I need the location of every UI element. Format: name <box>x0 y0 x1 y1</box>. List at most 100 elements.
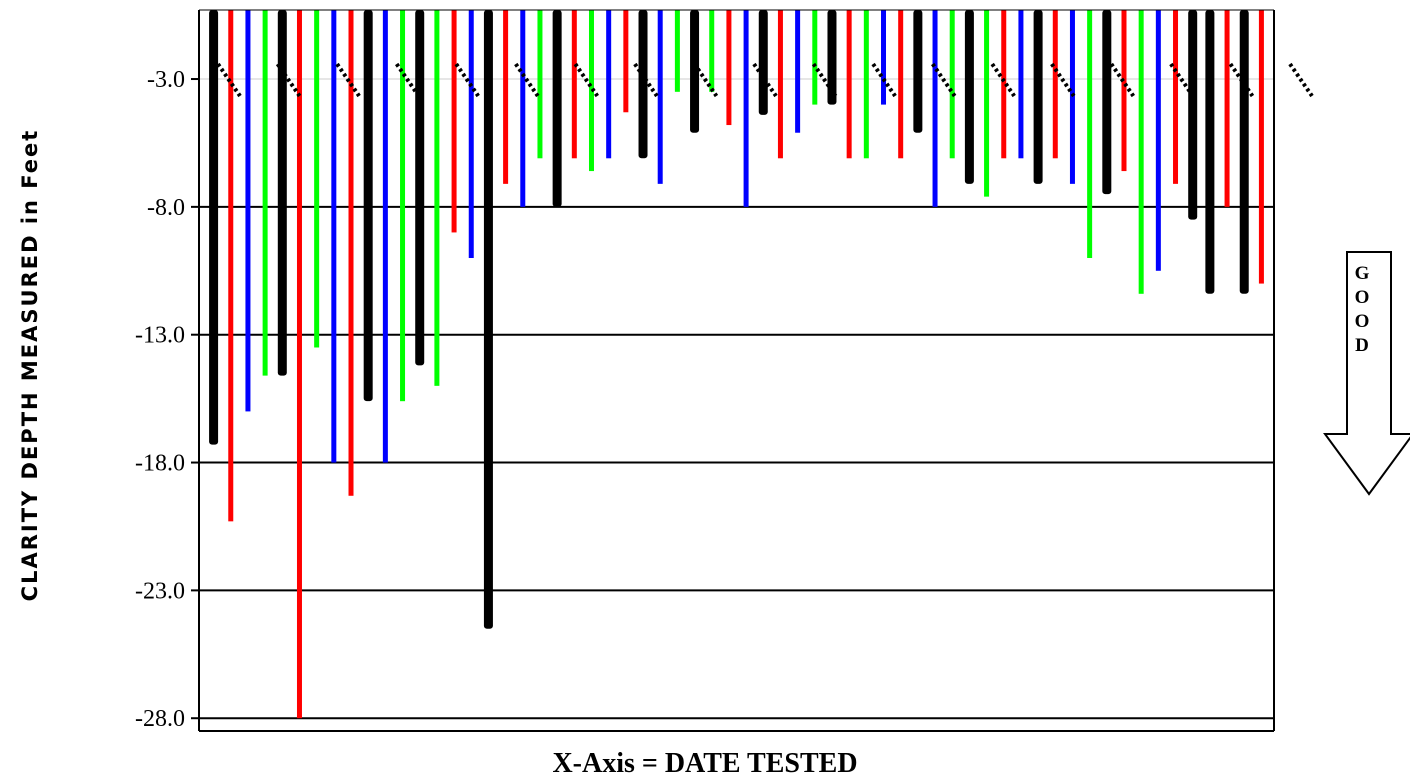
bar <box>827 10 837 105</box>
bar <box>1188 10 1198 220</box>
bar <box>262 10 268 376</box>
bar <box>245 10 251 412</box>
x-tick-mark <box>454 62 480 98</box>
bar <box>1155 10 1161 271</box>
bar <box>400 10 406 402</box>
bar <box>1052 10 1058 159</box>
bar <box>209 10 219 445</box>
bar <box>623 10 629 113</box>
bar <box>758 10 768 115</box>
bar <box>1138 10 1144 294</box>
bar <box>348 10 354 496</box>
y-tick-labels: -3.0 -8.0 -13.0 -18.0 -23.0 -28.0 <box>135 67 199 732</box>
bar <box>964 10 974 184</box>
x-tick-mark <box>1169 62 1195 98</box>
y-tick-label: -8.0 <box>147 195 185 221</box>
bar <box>932 10 938 207</box>
bar <box>726 10 732 126</box>
bar <box>657 10 663 184</box>
bar <box>690 10 700 133</box>
bar <box>1018 10 1024 159</box>
bar <box>777 10 783 159</box>
x-tick-mark <box>990 62 1016 98</box>
bar <box>606 10 612 159</box>
y-tick-label: -23.0 <box>135 578 185 604</box>
bar <box>415 10 425 366</box>
good-letter: D <box>1355 335 1369 356</box>
plot-frame <box>198 9 1275 732</box>
bar <box>881 10 887 105</box>
x-axis-title: X-Axis = DATE TESTED <box>552 748 858 779</box>
x-tick-marks <box>216 62 1314 98</box>
bar <box>1239 10 1249 294</box>
bar <box>913 10 923 133</box>
x-tick-mark <box>752 62 778 98</box>
good-arrow-icon <box>1323 251 1410 496</box>
bar <box>1087 10 1093 259</box>
bar <box>382 10 388 463</box>
bar <box>674 10 680 92</box>
bar <box>363 10 373 402</box>
x-tick-mark <box>395 62 421 98</box>
x-tick-mark <box>335 62 361 98</box>
bar <box>709 10 715 92</box>
bar <box>503 10 509 184</box>
bar <box>1205 10 1215 294</box>
y-tick-label: -28.0 <box>135 706 185 732</box>
good-letter: G <box>1354 263 1370 284</box>
bar <box>949 10 955 159</box>
bar <box>1224 10 1230 207</box>
bar <box>434 10 440 386</box>
gridlines <box>199 78 1274 720</box>
x-tick-mark <box>1228 62 1255 98</box>
x-tick-mark <box>216 62 242 98</box>
x-tick-mark <box>871 62 897 98</box>
bar <box>1033 10 1043 184</box>
x-tick-mark <box>573 62 599 98</box>
x-tick-mark <box>692 62 719 98</box>
bar <box>296 10 302 719</box>
bar <box>1121 10 1127 172</box>
x-tick-mark <box>633 62 659 98</box>
y-tick-label: -3.0 <box>147 67 185 93</box>
bar <box>863 10 869 159</box>
bar <box>331 10 337 463</box>
good-letter: O <box>1354 287 1370 308</box>
good-letter: O <box>1354 311 1370 332</box>
bar <box>812 10 818 105</box>
bar <box>571 10 577 159</box>
bar <box>277 10 287 376</box>
y-tick-label: -18.0 <box>135 451 185 477</box>
bar <box>898 10 904 159</box>
bar <box>468 10 474 259</box>
bar <box>451 10 457 233</box>
bar <box>638 10 648 159</box>
bar <box>552 10 562 207</box>
bar <box>795 10 801 133</box>
bar <box>846 10 852 159</box>
bar <box>1102 10 1112 195</box>
bar <box>228 10 234 522</box>
bar <box>1069 10 1075 184</box>
bar <box>520 10 526 207</box>
bar <box>537 10 543 159</box>
x-tick-mark <box>514 62 540 98</box>
bar <box>743 10 749 207</box>
bar <box>1001 10 1007 159</box>
good-annotation: G O O D <box>1353 262 1371 358</box>
x-tick-mark <box>931 62 957 98</box>
bar <box>1173 10 1179 184</box>
x-tick-mark <box>811 62 838 98</box>
bars <box>209 10 1264 719</box>
bar <box>483 10 493 629</box>
x-tick-mark <box>1288 62 1314 98</box>
bar <box>1258 10 1264 284</box>
x-tick-mark <box>1109 62 1135 98</box>
x-tick-mark <box>1050 62 1076 98</box>
down-arrow-icon <box>1323 251 1410 496</box>
bar <box>314 10 320 348</box>
x-tick-mark <box>275 62 302 98</box>
bar <box>984 10 990 197</box>
y-tick-label: -13.0 <box>135 323 185 349</box>
